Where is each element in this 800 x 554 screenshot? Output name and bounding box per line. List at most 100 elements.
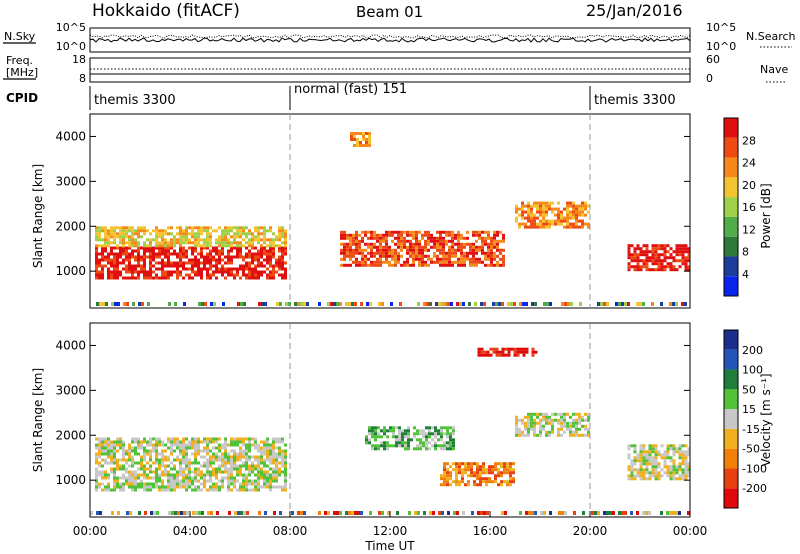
echo-cell — [125, 452, 128, 456]
echo-cell — [648, 250, 652, 254]
echo-cell — [134, 437, 137, 441]
echo-cell — [239, 485, 242, 489]
echo-cell — [407, 438, 410, 442]
echo-cell — [182, 458, 185, 462]
echo-cell — [651, 456, 655, 460]
echo-cell — [352, 248, 355, 252]
echo-cell — [440, 438, 443, 442]
echo-cell — [454, 236, 457, 240]
echo-cell — [642, 450, 646, 454]
echo-cell — [666, 468, 670, 472]
echo-cell — [388, 230, 391, 234]
echo-cell — [275, 258, 278, 262]
echo-cell — [518, 418, 521, 422]
ground-scatter-cell — [351, 302, 354, 306]
colorbar-tick-label: -100 — [742, 462, 767, 475]
echo-cell — [584, 222, 587, 226]
echo-cell — [263, 479, 266, 483]
echo-cell — [368, 441, 371, 445]
ground-scatter-cell — [336, 511, 339, 515]
echo-cell — [251, 238, 254, 242]
echo-cell — [245, 267, 248, 271]
echo-cell — [260, 452, 263, 456]
echo-cell — [182, 473, 185, 477]
echo-cell — [95, 470, 98, 474]
echo-cell — [407, 432, 410, 436]
ground-scatter-cell — [636, 302, 639, 306]
echo-cell — [242, 270, 245, 274]
echo-cell — [385, 251, 388, 255]
echo-cell — [457, 257, 460, 261]
echo-cell — [125, 458, 128, 462]
echo-cell — [233, 452, 236, 456]
echo-cell — [185, 443, 188, 447]
echo-cell — [164, 276, 167, 280]
echo-cell — [236, 255, 239, 259]
echo-cell — [107, 232, 110, 236]
ground-scatter-cell — [390, 302, 393, 306]
echo-cell — [581, 207, 584, 211]
echo-cell — [230, 482, 233, 486]
echo-cell — [254, 488, 257, 492]
ground-scatter-cell — [645, 511, 648, 515]
echo-cell — [185, 488, 188, 492]
echo-cell — [439, 239, 442, 243]
echo-cell — [131, 244, 134, 248]
echo-cell — [578, 427, 581, 431]
echo-cell — [639, 444, 643, 448]
echo-cell — [95, 452, 98, 456]
ground-scatter-cell — [183, 511, 186, 515]
echo-cell — [131, 252, 134, 256]
echo-cell — [122, 476, 125, 480]
echo-cell — [425, 438, 428, 442]
echo-cell — [122, 467, 125, 471]
echo-cell — [131, 273, 134, 277]
echo-cell — [98, 238, 101, 242]
echo-cell — [584, 213, 587, 217]
echo-cell — [182, 437, 185, 441]
echo-cell — [479, 471, 482, 475]
ground-scatter-cell — [126, 302, 129, 306]
ground-scatter-cell — [399, 302, 402, 306]
echo-cell — [563, 219, 566, 223]
echo-cell — [230, 461, 233, 465]
echo-cell — [427, 230, 430, 234]
ground-scatter-cell — [222, 302, 225, 306]
echo-cell — [269, 249, 272, 253]
echo-cell — [376, 245, 379, 249]
echo-cell — [455, 468, 458, 472]
echo-cell — [257, 476, 260, 480]
echo-cell — [642, 468, 646, 472]
echo-cell — [197, 479, 200, 483]
echo-cell — [107, 267, 110, 271]
echo-cell — [578, 210, 581, 214]
echo-cell — [404, 441, 407, 445]
echo-cell — [248, 270, 251, 274]
echo-cell — [377, 435, 380, 439]
echo-cell — [224, 232, 227, 236]
echo-cell — [421, 236, 424, 240]
echo-cell — [128, 261, 131, 265]
echo-cell — [149, 458, 152, 462]
ground-scatter-cell — [438, 302, 441, 306]
echo-cell — [155, 467, 158, 471]
echo-cell — [548, 225, 551, 229]
echo-cell — [481, 242, 484, 246]
xtick-label: 04:00 — [173, 524, 208, 538]
echo-cell — [666, 456, 670, 460]
echo-cell — [188, 226, 191, 230]
echo-cell — [575, 213, 578, 217]
echo-cell — [575, 433, 578, 437]
ground-scatter-cell — [480, 511, 483, 515]
echo-cell — [487, 248, 490, 252]
echo-cell — [101, 437, 104, 441]
echo-cell — [116, 232, 119, 236]
echo-cell — [224, 470, 227, 474]
echo-cell — [113, 482, 116, 486]
echo-cell — [554, 418, 557, 422]
echo-cell — [639, 453, 643, 457]
echo-cell — [170, 232, 173, 236]
echo-cell — [488, 477, 491, 481]
echo-cell — [515, 418, 518, 422]
ground-scatter-cell — [294, 302, 297, 306]
